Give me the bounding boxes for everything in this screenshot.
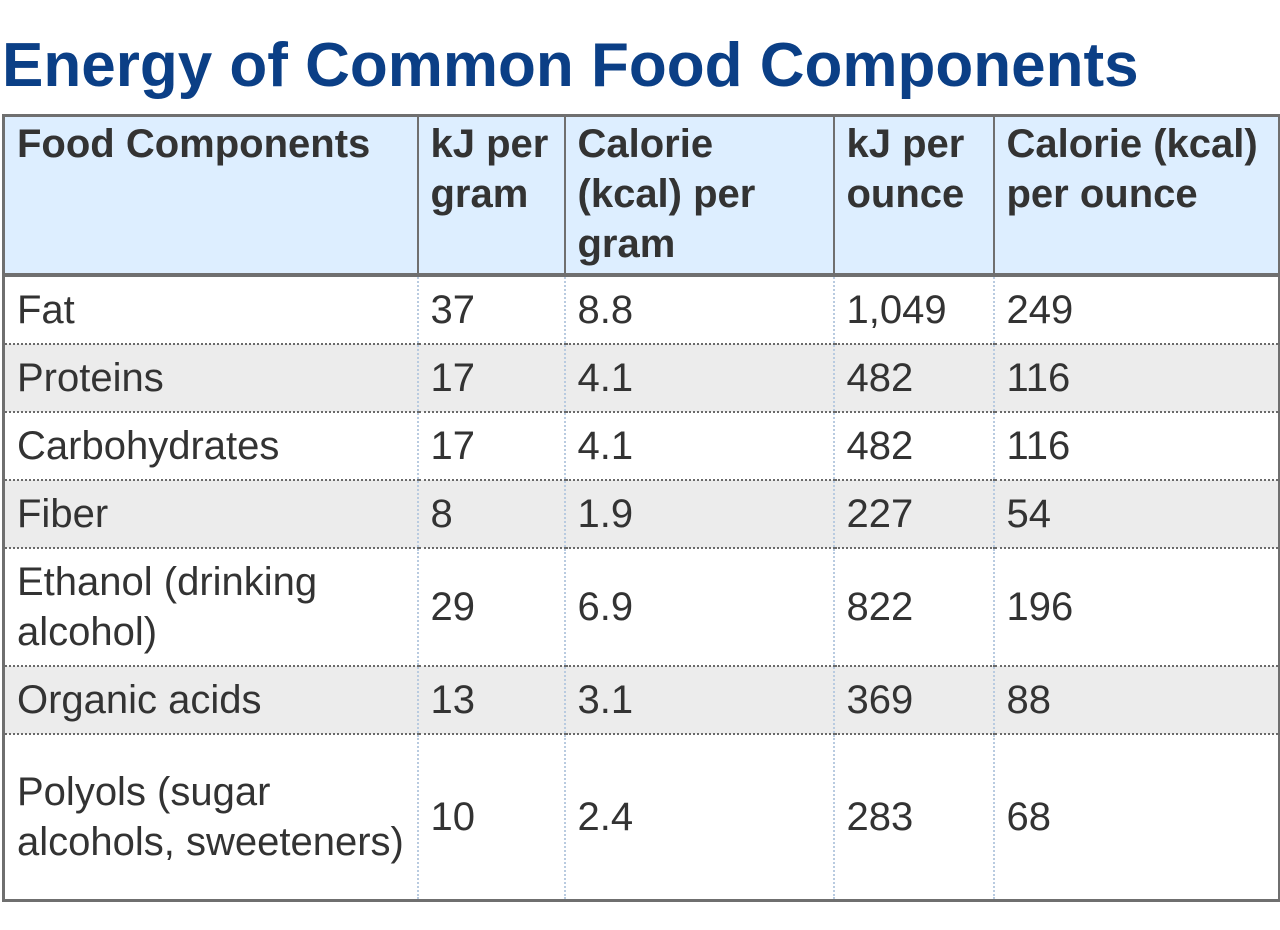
cell-kj-per-ounce: 482 [832, 344, 994, 413]
cell-component: Organic acids [3, 666, 418, 735]
cell-kcal-per-ounce: 116 [992, 412, 1280, 481]
header-kcal-per-ounce: Calorie (kcal) per ounce [992, 115, 1280, 277]
cell-kj-per-ounce: 369 [832, 666, 994, 735]
cell-kcal-per-gram: 8.8 [563, 275, 834, 345]
header-food-components: Food Components [3, 115, 418, 277]
cell-kj-per-gram: 10 [416, 734, 565, 900]
header-row: Food Components kJ per gram Calorie (kca… [3, 115, 1280, 277]
page-title: Energy of Common Food Components [2, 31, 1139, 100]
cell-component: Fiber [3, 480, 418, 549]
table-row: Organic acids 13 3.1 369 88 [3, 666, 1280, 735]
header-kj-per-ounce: kJ per ounce [832, 115, 994, 277]
cell-kcal-per-gram: 4.1 [563, 412, 834, 481]
cell-kcal-per-ounce: 116 [992, 344, 1280, 413]
cell-kcal-per-ounce: 196 [992, 548, 1280, 667]
cell-kcal-per-ounce: 54 [992, 480, 1280, 549]
cell-kj-per-ounce: 482 [832, 412, 994, 481]
cell-component: Carbohydrates [3, 412, 418, 481]
cell-kj-per-gram: 17 [416, 344, 565, 413]
cell-kj-per-ounce: 227 [832, 480, 994, 549]
cell-kcal-per-gram: 4.1 [563, 344, 834, 413]
header-kj-per-gram: kJ per gram [416, 115, 565, 277]
cell-kcal-per-gram: 6.9 [563, 548, 834, 667]
cell-kj-per-ounce: 283 [832, 734, 994, 900]
cell-component: Fat [3, 275, 418, 345]
cell-kcal-per-ounce: 88 [992, 666, 1280, 735]
table-row: Ethanol (drinking alcohol) 29 6.9 822 19… [3, 548, 1280, 667]
energy-table: Food Components kJ per gram Calorie (kca… [2, 114, 1280, 902]
cell-kj-per-gram: 17 [416, 412, 565, 481]
table-body: Fat 37 8.8 1,049 249 Proteins 17 4.1 482… [3, 275, 1280, 900]
cell-kcal-per-ounce: 249 [992, 275, 1280, 345]
cell-kcal-per-gram: 3.1 [563, 666, 834, 735]
table-row: Fiber 8 1.9 227 54 [3, 480, 1280, 549]
cell-component: Ethanol (drinking alcohol) [3, 548, 418, 667]
table-row: Fat 37 8.8 1,049 249 [3, 275, 1280, 345]
cell-kcal-per-ounce: 68 [992, 734, 1280, 900]
cell-kj-per-ounce: 822 [832, 548, 994, 667]
table-row: Proteins 17 4.1 482 116 [3, 344, 1280, 413]
cell-kcal-per-gram: 2.4 [563, 734, 834, 900]
cell-kj-per-gram: 13 [416, 666, 565, 735]
table-row: Polyols (sugar alcohols, sweeteners) 10 … [4, 734, 1280, 900]
cell-kcal-per-gram: 1.9 [563, 480, 834, 549]
cell-kj-per-gram: 8 [416, 480, 565, 549]
table-header: Food Components kJ per gram Calorie (kca… [3, 115, 1280, 277]
cell-component: Proteins [3, 344, 418, 413]
cell-component: Polyols (sugar alcohols, sweeteners) [17, 769, 404, 864]
cell-kj-per-gram: 29 [416, 548, 565, 667]
table-row: Carbohydrates 17 4.1 482 116 [3, 412, 1280, 481]
header-kcal-per-gram: Calorie (kcal) per gram [563, 115, 834, 277]
cell-kj-per-ounce: 1,049 [832, 275, 994, 345]
cell-kj-per-gram: 37 [416, 275, 565, 345]
